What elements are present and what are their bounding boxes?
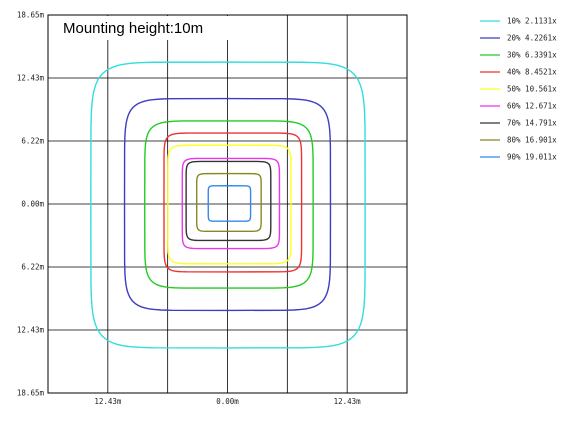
contour-5 bbox=[167, 144, 292, 265]
plot-frame bbox=[47, 14, 408, 394]
legend-label: 50% 10.561x bbox=[507, 85, 557, 94]
x-tick-label: 12.43m bbox=[94, 397, 122, 406]
legend-label: 60% 12.671x bbox=[507, 102, 557, 111]
y-tick-label: 12.43m bbox=[17, 74, 45, 83]
contour-2 bbox=[123, 97, 332, 312]
y-tick-label: 12.43m bbox=[17, 326, 45, 335]
y-tick-label: 0.00m bbox=[21, 200, 44, 209]
y-tick-label: 18.65m bbox=[17, 389, 45, 398]
contour-7 bbox=[185, 160, 272, 242]
contours bbox=[90, 61, 366, 349]
y-tick-labels: 18.65m 12.43m 6.22m 0.00m 6.22m 12.43m 18.65m bbox=[17, 11, 45, 398]
chart-title: Mounting height:10m bbox=[63, 20, 203, 37]
legend-label: 30% 6.3391x bbox=[507, 51, 557, 60]
contour-6 bbox=[181, 157, 281, 250]
legend-label: 40% 8.4521x bbox=[507, 68, 557, 77]
legend: 10% 2.1131x 20% 4.2261x 30% 6.3391x 40% 8.4… bbox=[480, 17, 557, 162]
contour-1 bbox=[90, 61, 366, 349]
legend-label: 80% 16.901x bbox=[507, 136, 557, 145]
title-box bbox=[60, 16, 238, 40]
legend-label: 70% 14.791x bbox=[507, 119, 557, 128]
contour-9 bbox=[207, 185, 252, 222]
contour-4 bbox=[163, 132, 303, 273]
x-tick-label: 0.00m bbox=[216, 397, 239, 406]
y-tick-label: 18.65m bbox=[17, 11, 45, 20]
x-tick-labels: 12.43m 0.00m 12.43m bbox=[94, 397, 361, 406]
contour-3 bbox=[144, 120, 314, 289]
x-tick-label: 12.43m bbox=[334, 397, 362, 406]
y-tick-label: 6.22m bbox=[21, 263, 44, 272]
legend-label: 20% 4.2261x bbox=[507, 34, 557, 43]
legend-label: 10% 2.1131x bbox=[507, 17, 557, 26]
legend-label: 90% 19.011x bbox=[507, 153, 557, 162]
contour-8 bbox=[195, 172, 262, 233]
y-tick-label: 6.22m bbox=[21, 137, 44, 146]
